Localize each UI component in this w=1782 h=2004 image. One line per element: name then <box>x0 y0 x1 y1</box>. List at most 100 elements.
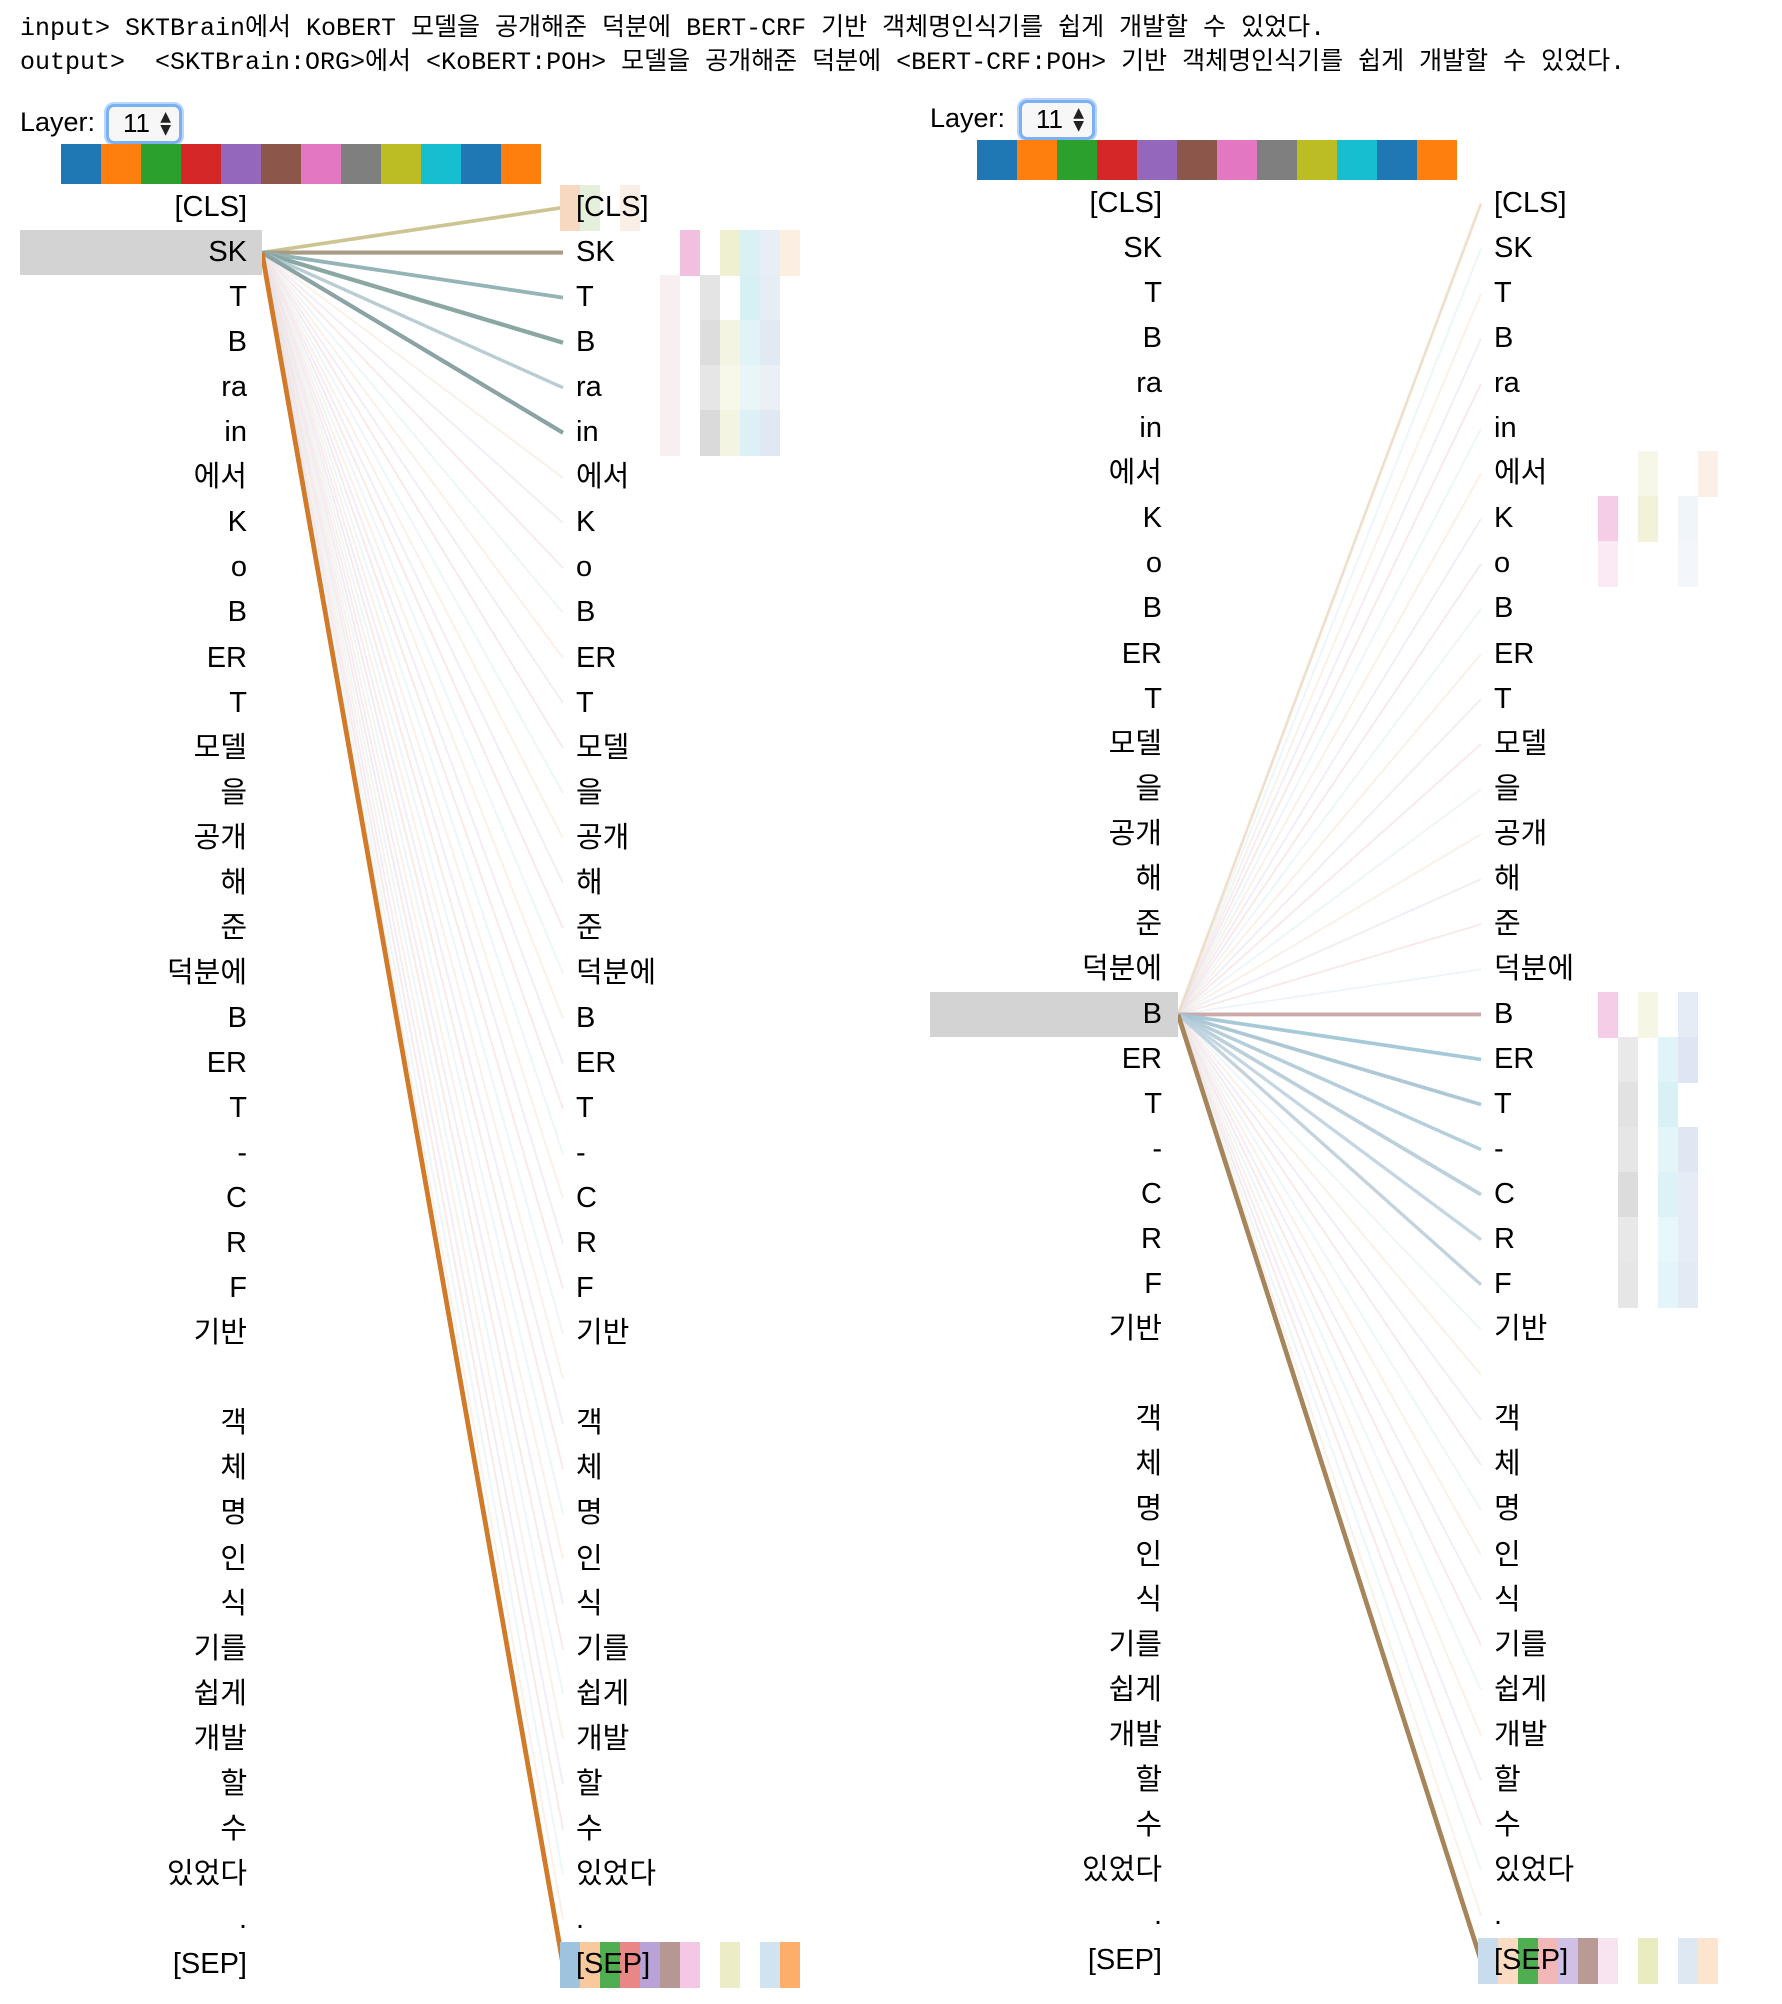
source-token[interactable]: F <box>229 1272 247 1305</box>
source-token[interactable]: 인 <box>1135 1538 1162 1571</box>
target-token[interactable]: 인 <box>576 1542 603 1575</box>
source-token[interactable]: 해 <box>220 866 247 899</box>
target-token[interactable]: 모델 <box>1494 727 1548 760</box>
source-token[interactable]: F <box>1144 1268 1162 1301</box>
source-token[interactable]: 식 <box>220 1587 247 1620</box>
target-token[interactable]: F <box>576 1272 594 1305</box>
target-token[interactable]: 을 <box>576 776 603 809</box>
target-token[interactable]: B <box>1494 997 1514 1030</box>
layer-select[interactable]: 11 ▲ ▼ <box>106 104 182 144</box>
target-token[interactable]: 명 <box>576 1497 603 1530</box>
head-swatch-1[interactable] <box>101 144 141 184</box>
source-token[interactable]: [SEP] <box>172 1947 247 1980</box>
source-token[interactable]: 공개 <box>1108 817 1162 850</box>
source-token[interactable]: . <box>238 1902 247 1935</box>
head-swatch-2[interactable] <box>141 144 181 184</box>
source-token[interactable]: SK <box>208 236 247 269</box>
target-token[interactable]: [CLS] <box>576 191 649 223</box>
target-token[interactable]: R <box>1494 1223 1515 1256</box>
source-token[interactable]: T <box>1144 682 1162 715</box>
source-token[interactable]: 을 <box>1135 772 1162 805</box>
target-token[interactable]: T <box>1494 682 1512 715</box>
source-token[interactable]: K <box>1142 502 1162 535</box>
head-swatch-0[interactable] <box>61 144 101 184</box>
head-swatch-9[interactable] <box>1337 140 1377 180</box>
source-token[interactable]: 객 <box>220 1407 247 1440</box>
target-token[interactable]: 공개 <box>576 821 630 854</box>
source-token[interactable]: T <box>1144 277 1162 310</box>
source-token[interactable]: ER <box>1121 1042 1162 1075</box>
target-token[interactable]: 기반 <box>576 1317 630 1350</box>
target-token[interactable]: [SEP] <box>1494 1943 1569 1976</box>
target-token[interactable]: - <box>576 1137 586 1170</box>
target-token[interactable]: 에서 <box>576 461 630 494</box>
target-token[interactable]: . <box>576 1902 585 1935</box>
target-token[interactable]: C <box>576 1182 597 1215</box>
target-token[interactable]: SK <box>1494 232 1533 265</box>
target-token[interactable]: K <box>1494 502 1514 535</box>
source-token[interactable]: B <box>1142 592 1162 625</box>
source-token[interactable]: o <box>230 551 247 584</box>
source-token[interactable]: 객 <box>1135 1403 1162 1436</box>
target-token[interactable]: 식 <box>1494 1583 1521 1616</box>
head-swatch-5[interactable] <box>1177 140 1217 180</box>
source-token[interactable]: C <box>1141 1178 1162 1211</box>
source-token[interactable]: R <box>1141 1223 1162 1256</box>
target-token[interactable]: 명 <box>1494 1493 1521 1526</box>
target-token[interactable]: 기를 <box>1494 1628 1548 1661</box>
source-token[interactable]: [SEP] <box>1087 1943 1162 1976</box>
target-token[interactable]: ER <box>576 1046 617 1079</box>
target-token[interactable]: 해 <box>1494 862 1521 895</box>
source-token[interactable]: T <box>1144 1088 1162 1120</box>
target-token[interactable]: 있었다 <box>576 1857 657 1890</box>
target-token[interactable]: o <box>1494 547 1511 580</box>
source-token[interactable]: B <box>1142 322 1162 355</box>
target-token[interactable]: T <box>1494 277 1512 310</box>
source-token[interactable]: - <box>237 1137 247 1170</box>
target-token[interactable]: . <box>1494 1898 1503 1931</box>
target-token[interactable]: 덕분에 <box>576 956 657 989</box>
source-token[interactable]: 체 <box>220 1452 247 1485</box>
source-token[interactable]: in <box>224 416 247 449</box>
source-token[interactable]: 식 <box>1135 1583 1162 1616</box>
head-swatch-10[interactable] <box>461 144 501 184</box>
target-token[interactable]: ER <box>1494 637 1535 670</box>
target-token[interactable]: 할 <box>1494 1763 1521 1796</box>
target-token[interactable]: T <box>576 281 594 314</box>
source-token[interactable]: 기반 <box>193 1317 247 1350</box>
source-token[interactable]: 모델 <box>1108 727 1162 760</box>
target-token[interactable]: 객 <box>576 1407 603 1440</box>
target-token[interactable]: 수 <box>576 1812 603 1845</box>
source-token[interactable]: 기를 <box>193 1632 247 1665</box>
source-token[interactable]: 덕분에 <box>1081 952 1162 985</box>
source-token[interactable]: o <box>1145 547 1162 580</box>
target-token[interactable]: T <box>1494 1088 1512 1120</box>
source-token[interactable]: 개발 <box>1108 1718 1162 1751</box>
head-swatch-2[interactable] <box>1057 140 1097 180</box>
source-token[interactable]: R <box>226 1227 247 1260</box>
target-token[interactable]: R <box>576 1227 597 1260</box>
source-token[interactable]: 쉽게 <box>1108 1673 1162 1706</box>
source-token[interactable]: 개발 <box>193 1722 247 1755</box>
target-token[interactable]: 준 <box>576 911 603 944</box>
target-token[interactable]: 수 <box>1494 1808 1521 1841</box>
source-token[interactable]: 모델 <box>193 731 247 764</box>
target-token[interactable]: in <box>576 416 599 449</box>
source-token[interactable]: 해 <box>1135 862 1162 895</box>
target-token[interactable]: 객 <box>1494 1403 1521 1436</box>
head-swatch-6[interactable] <box>1217 140 1257 180</box>
source-token[interactable]: ra <box>221 371 247 404</box>
source-token[interactable]: ER <box>206 641 247 674</box>
source-token[interactable]: [CLS] <box>174 191 247 223</box>
target-token[interactable]: ra <box>576 371 602 404</box>
target-token[interactable]: 덕분에 <box>1494 952 1575 985</box>
head-swatch-4[interactable] <box>1137 140 1177 180</box>
target-token[interactable]: 있었다 <box>1494 1853 1575 1886</box>
source-token[interactable]: 에서 <box>193 461 247 494</box>
target-token[interactable]: F <box>1494 1268 1512 1301</box>
head-swatch-6[interactable] <box>301 144 341 184</box>
target-token[interactable]: 쉽게 <box>576 1677 630 1710</box>
source-token[interactable]: 공개 <box>193 821 247 854</box>
source-token[interactable]: ra <box>1136 367 1162 400</box>
source-token[interactable]: B <box>227 596 247 629</box>
